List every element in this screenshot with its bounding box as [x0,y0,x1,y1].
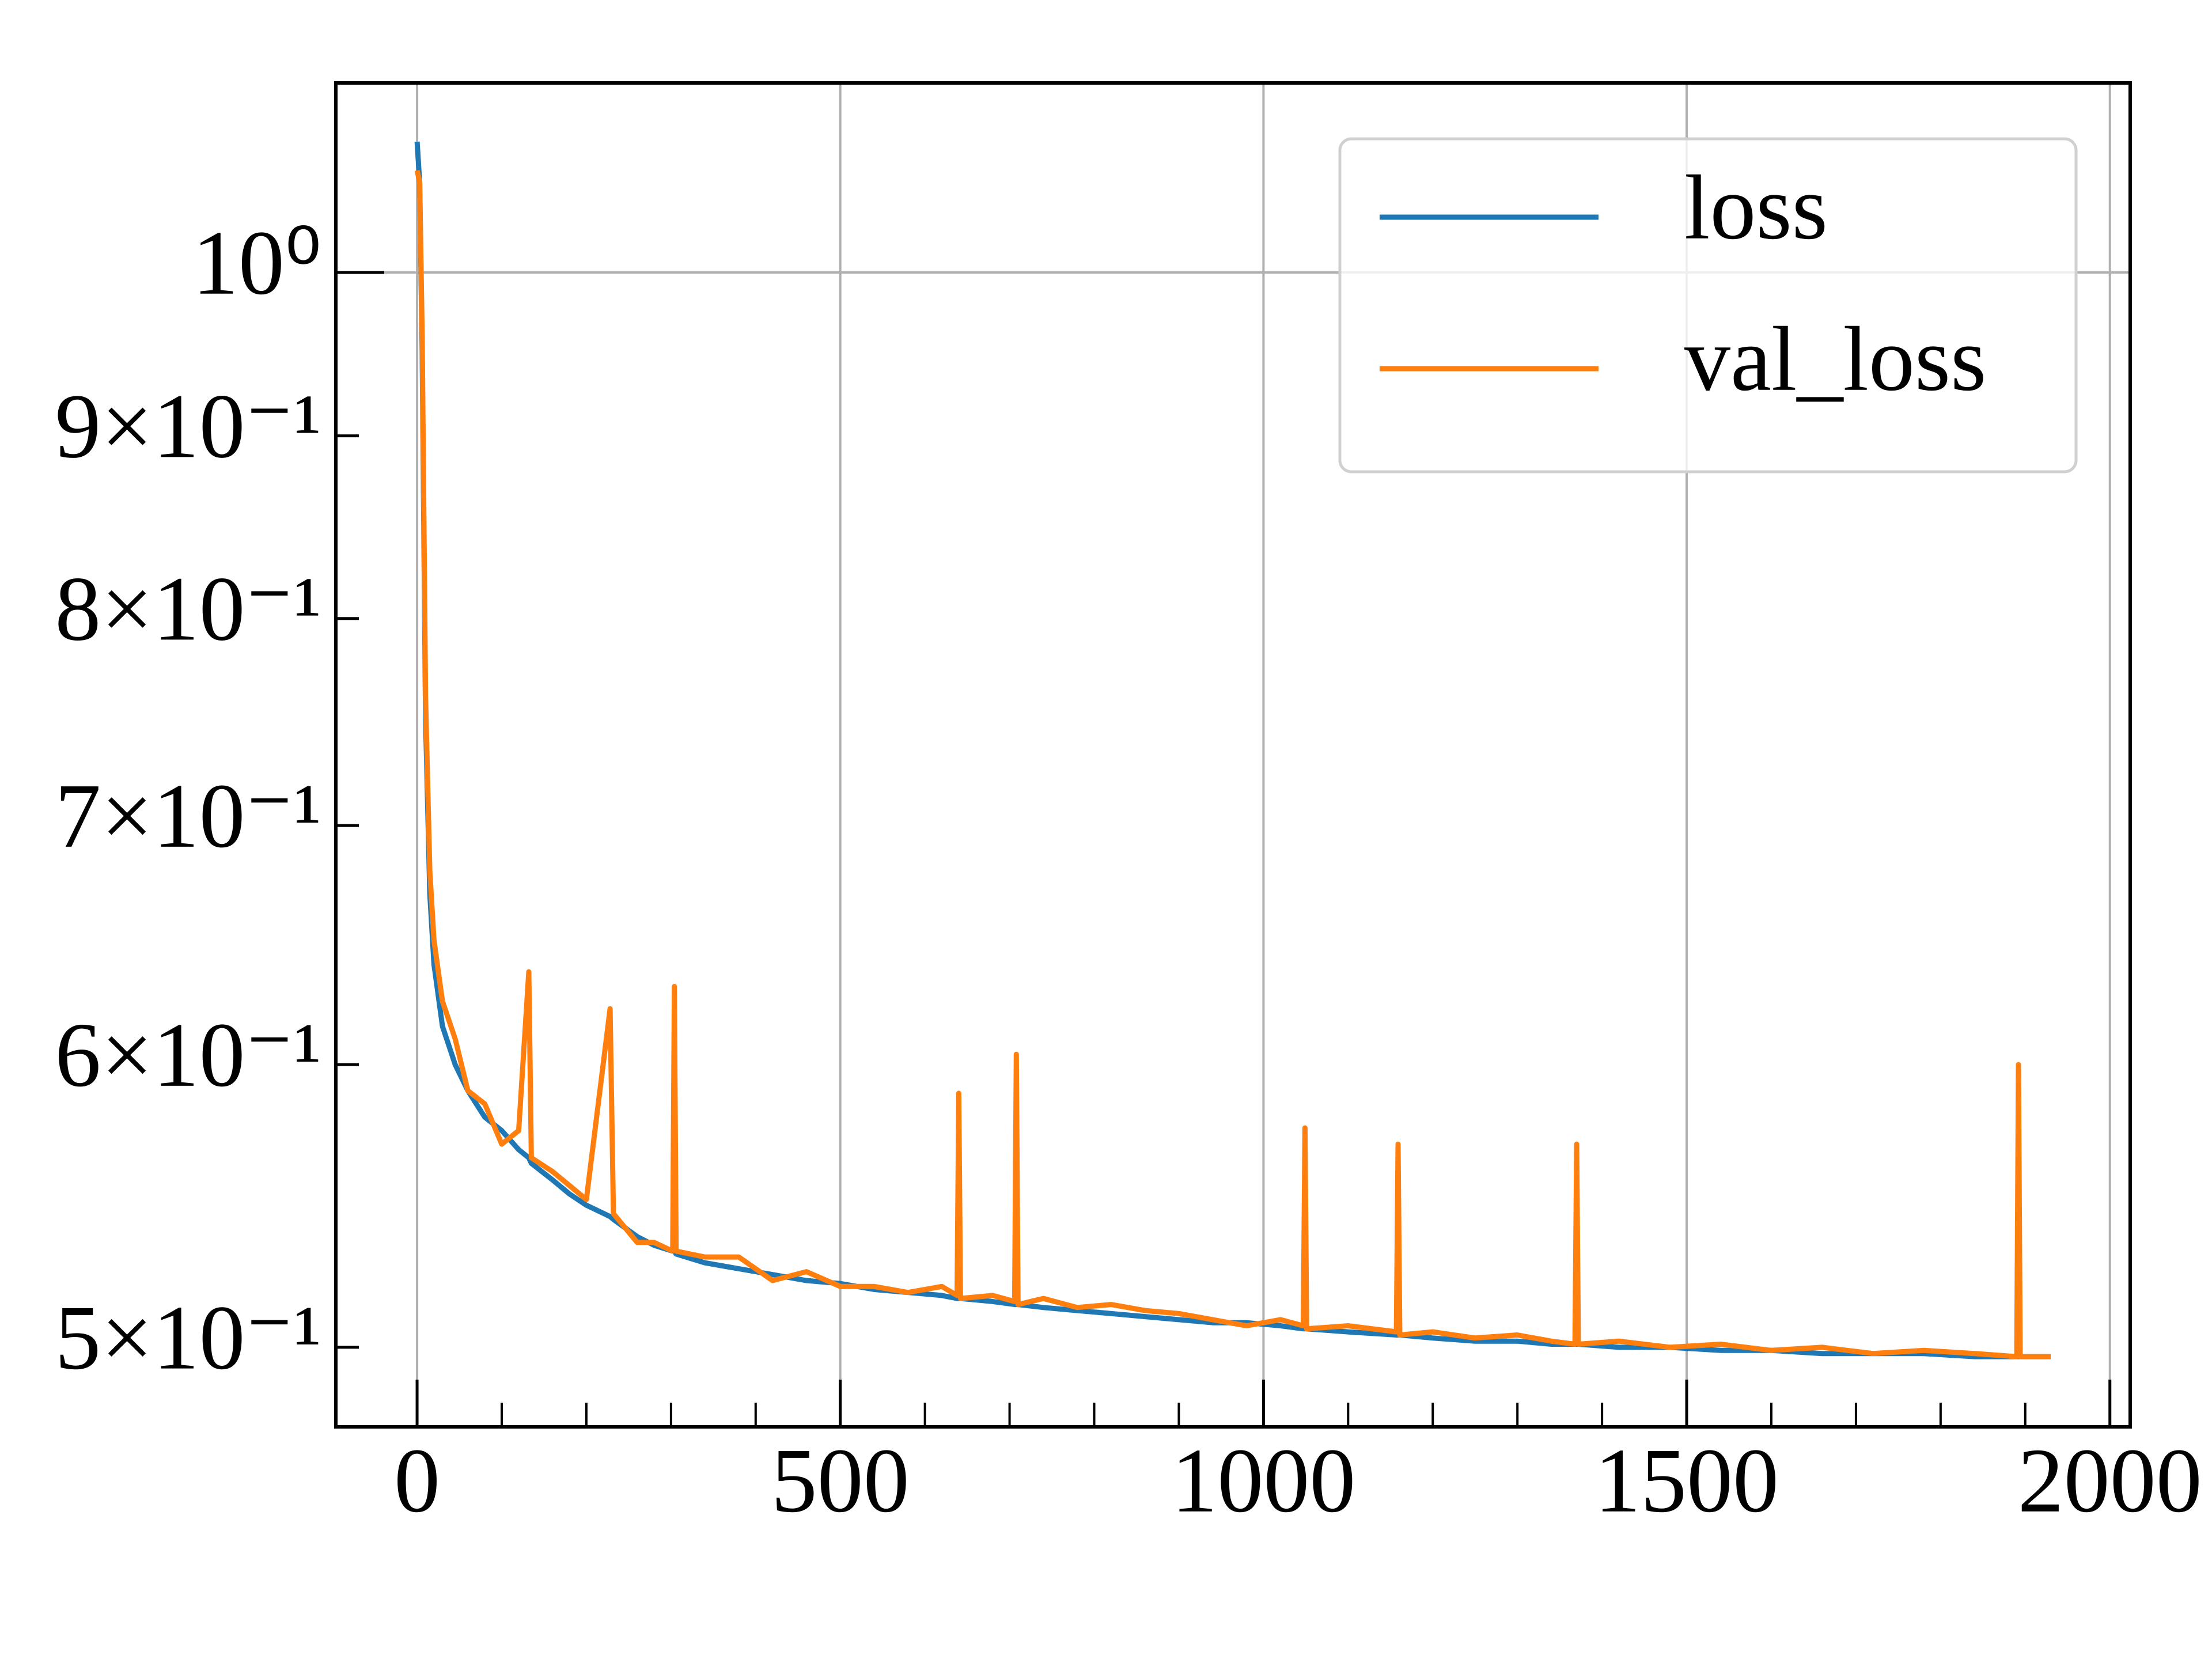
y-tick-label: 8×10⁻¹ [55,557,321,660]
y-tick-label: 7×10⁻¹ [55,764,321,867]
series-line [414,169,2051,1359]
x-tick-label: 1000 [1171,1429,1355,1532]
legend-label: val_loss [1684,308,1986,410]
x-tick-label: 500 [771,1429,910,1532]
legend-box [1338,137,2078,474]
y-tick-label: 10⁰ [192,211,321,314]
plot-frame [334,81,2132,1429]
x-tick-label: 0 [394,1429,440,1532]
legend-label: loss [1684,156,1828,259]
y-tick-label: 5×10⁻¹ [55,1286,321,1389]
x-tick-label: 1500 [1594,1429,1779,1532]
y-tick-label: 6×10⁻¹ [55,1003,321,1106]
x-tick-label: 2000 [2018,1429,2202,1532]
y-tick-label: 9×10⁻¹ [55,374,321,477]
